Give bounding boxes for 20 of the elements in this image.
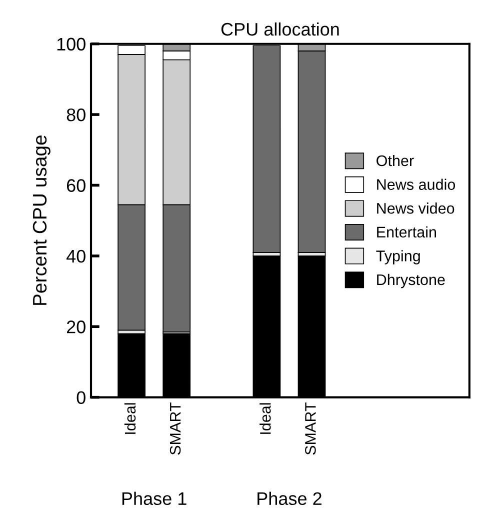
x-tick-label: Ideal: [260, 403, 271, 434]
text: Phase 2: [258, 492, 322, 506]
y-tick-label: 100: [57, 38, 86, 51]
legend-label: Entertain: [377, 226, 436, 238]
y-axis-title: Percent CPU usage: [32, 136, 50, 305]
legend-label: News audio: [377, 178, 456, 190]
legend-label: News video: [377, 202, 454, 214]
y-tick-label: 40: [66, 250, 86, 263]
x-tick-label: SMART: [305, 402, 316, 455]
legend-label: Dhrystone: [377, 274, 445, 288]
text: Phase 1: [122, 492, 186, 506]
y-tick-label: 20: [66, 320, 86, 334]
legend-label: Typing: [376, 250, 420, 264]
y-tick-label: 60: [66, 179, 86, 192]
x-tick-label: SMART: [170, 402, 181, 455]
y-tick-label: 80: [66, 108, 86, 122]
legend-label: Other: [376, 154, 414, 166]
chart-title: CPU allocation: [221, 22, 339, 36]
x-tick-label: Ideal: [124, 403, 136, 434]
y-tick-label: 0: [76, 391, 86, 404]
